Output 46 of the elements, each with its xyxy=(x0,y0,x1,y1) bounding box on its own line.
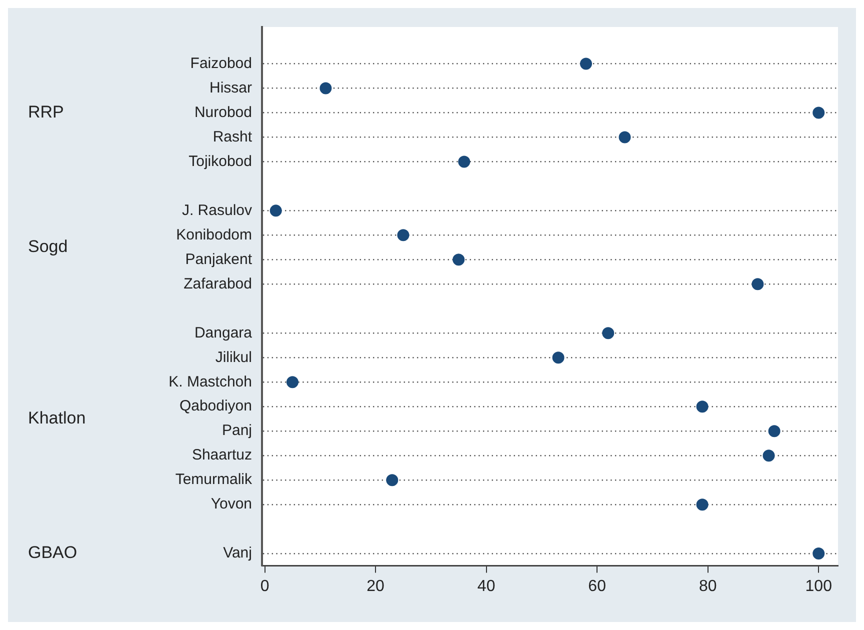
text: RRP xyxy=(28,102,64,122)
x-tick-label: 20 xyxy=(366,578,385,595)
point xyxy=(768,425,780,438)
y-tick-label: Yovon xyxy=(210,496,252,513)
y-tick-label: Hissar xyxy=(209,79,252,96)
point xyxy=(696,498,708,511)
point xyxy=(452,254,465,266)
y-tick-label: Nurobod xyxy=(194,104,252,121)
y-tick-label: Tojikobod xyxy=(188,152,252,170)
y-tick-label: Faizobod xyxy=(190,54,252,72)
point xyxy=(286,376,298,388)
x-tick-label: 0 xyxy=(260,578,270,595)
x-tick-label: 100 xyxy=(805,578,832,595)
text: Khatlon xyxy=(28,408,86,428)
y-tick-label: K. Mastchoh xyxy=(168,373,252,390)
y-tick-label: Konibodom xyxy=(176,226,252,244)
point xyxy=(696,400,708,413)
y-tick-label: Dangara xyxy=(194,324,253,342)
point xyxy=(762,450,775,462)
y-tick-label: Temurmalik xyxy=(175,471,252,488)
point xyxy=(552,352,564,364)
x-tick-label: 80 xyxy=(698,578,717,595)
text: Sogd xyxy=(28,237,68,256)
point xyxy=(397,229,410,242)
x-tick-label: 60 xyxy=(588,578,606,595)
point xyxy=(752,278,764,290)
point xyxy=(618,131,631,144)
y-tick-label: Jilikul xyxy=(215,348,252,366)
point xyxy=(812,548,825,560)
point xyxy=(602,327,614,340)
point xyxy=(270,204,282,217)
y-tick-label: J. Rasulov xyxy=(182,202,252,219)
x-tick-label: 40 xyxy=(477,578,496,595)
y-tick-label: Qabodiyon xyxy=(179,398,252,415)
point xyxy=(320,82,332,94)
point xyxy=(580,58,592,70)
point xyxy=(386,474,398,486)
y-tick-label: Panj xyxy=(222,422,252,440)
point xyxy=(812,106,825,119)
y-tick-label: Zafarabod xyxy=(184,275,252,292)
y-tick-label: Shaartuz xyxy=(192,446,252,464)
text: GBAO xyxy=(28,543,78,562)
y-tick-label: Rasht xyxy=(212,128,253,146)
y-tick-label: Vanj xyxy=(223,544,252,562)
y-tick-label: Panjakent xyxy=(185,250,253,268)
point xyxy=(458,156,470,168)
